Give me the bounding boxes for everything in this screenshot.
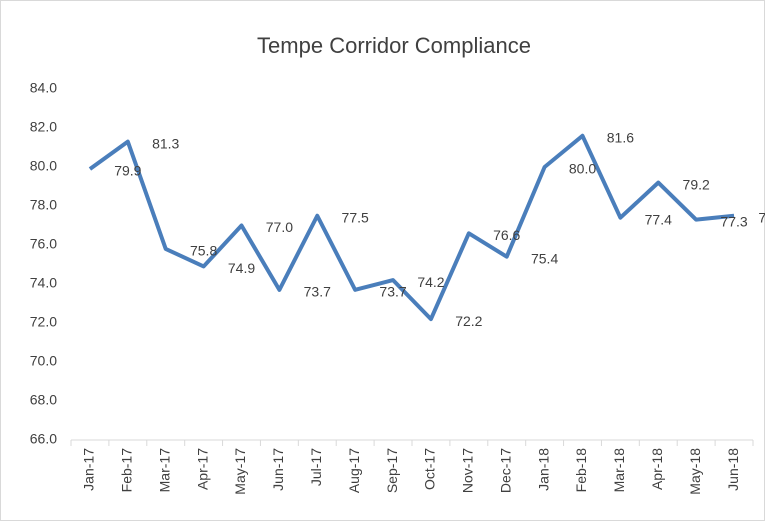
data-label: 80.0 — [569, 161, 596, 177]
data-label: 72.2 — [455, 313, 482, 329]
data-label: 73.7 — [304, 284, 331, 300]
x-tick-label: Feb-18 — [573, 448, 589, 493]
x-tick-label: Jun-17 — [270, 448, 286, 491]
data-label: 77.5 — [758, 209, 765, 225]
data-label: 79.9 — [114, 163, 141, 179]
x-tick-label: Jan-17 — [81, 448, 97, 491]
x-tick-label: Mar-17 — [156, 448, 172, 493]
x-tick-label: Jun-18 — [725, 448, 741, 491]
y-tick-label: 78.0 — [30, 197, 57, 213]
data-label: 81.3 — [152, 135, 179, 151]
x-tick-label: Aug-17 — [346, 448, 362, 493]
x-tick-label: Oct-17 — [422, 448, 438, 490]
x-tick-label: Apr-17 — [194, 448, 210, 490]
data-label: 76.6 — [493, 227, 520, 243]
y-tick-label: 76.0 — [30, 236, 57, 252]
data-label: 77.4 — [645, 211, 672, 227]
data-label: 79.2 — [683, 176, 710, 192]
y-tick-label: 82.0 — [30, 119, 57, 135]
y-tick-label: 72.0 — [30, 314, 57, 330]
y-tick-label: 80.0 — [30, 158, 57, 174]
data-label: 74.2 — [417, 274, 444, 290]
x-tick-label: Apr-18 — [649, 448, 665, 490]
line — [88, 133, 735, 322]
y-tick-label: 84.0 — [30, 80, 57, 96]
x-tick-label: Jul-17 — [308, 448, 324, 486]
x-tick-label: Mar-18 — [611, 448, 627, 493]
data-label: 81.6 — [607, 130, 634, 146]
x-tick-label: Sep-17 — [384, 448, 400, 493]
chart-title: Tempe Corridor Compliance — [257, 33, 531, 58]
data-label: 75.8 — [190, 243, 217, 259]
x-tick-label: Jan-18 — [535, 448, 551, 491]
y-tick-label: 70.0 — [30, 353, 57, 369]
y-tick-label: 66.0 — [30, 431, 57, 447]
x-tick-label: Feb-17 — [119, 448, 135, 493]
x-tick-label: May-17 — [232, 448, 248, 495]
data-label: 74.9 — [228, 260, 255, 276]
y-tick-label: 74.0 — [30, 275, 57, 291]
data-label: 75.4 — [531, 250, 558, 266]
x-tick-label: Dec-17 — [497, 448, 513, 493]
x-tick-label: Nov-17 — [460, 448, 476, 493]
data-label: 73.7 — [379, 284, 406, 300]
x-tick-label: May-18 — [687, 448, 703, 495]
data-label: 77.3 — [720, 213, 747, 229]
data-label: 77.5 — [342, 209, 369, 225]
data-label: 77.0 — [266, 219, 293, 235]
y-tick-label: 68.0 — [30, 392, 57, 408]
